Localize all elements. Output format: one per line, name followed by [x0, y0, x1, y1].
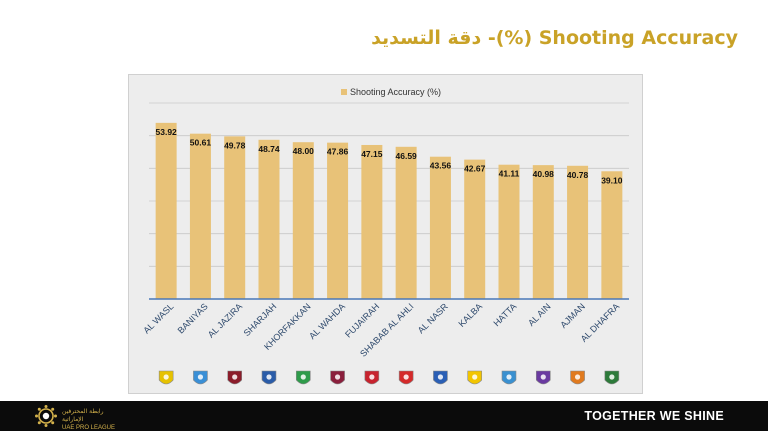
- data-label: 49.78: [224, 140, 246, 150]
- data-label: 40.78: [567, 170, 589, 180]
- x-tick-label: BANIYAS: [176, 301, 210, 335]
- x-tick-label: AL NASR: [416, 301, 450, 335]
- team-badge-emblem-icon: [540, 374, 546, 380]
- bar: [361, 144, 383, 299]
- bar: [395, 146, 417, 299]
- team-badge-emblem-icon: [609, 374, 615, 380]
- bar: [601, 171, 623, 299]
- x-tick-label: HATTA: [491, 301, 518, 328]
- bar: [292, 142, 314, 299]
- footer-slogan: TOGETHER WE SHINE: [584, 409, 724, 423]
- data-label: 41.11: [499, 169, 520, 179]
- x-tick-label: SHARJAH: [242, 301, 279, 338]
- data-label: 50.61: [190, 138, 212, 148]
- team-badge-emblem-icon: [300, 374, 306, 380]
- bar-chart: Shooting Accuracy (%) 53.92 AL WASL 50.61 BA…: [141, 87, 629, 385]
- team-badge-emblem-icon: [197, 374, 204, 380]
- bar: [429, 156, 451, 299]
- data-label: 47.86: [327, 147, 349, 157]
- bar: [567, 165, 589, 299]
- footer-bar: رابطة المحترفين الإماراتية UAE PRO LEAGU…: [0, 401, 768, 431]
- x-tick-label: AL WAHDA: [307, 301, 347, 341]
- legend-swatch: [341, 89, 347, 95]
- team-badge-emblem-icon: [403, 374, 409, 380]
- league-name-en: UAE PRO LEAGUE: [62, 425, 116, 431]
- x-tick-label: AL JAZIRA: [206, 301, 244, 339]
- data-label: 40.98: [533, 169, 555, 179]
- x-tick-label: AL WASL: [141, 301, 175, 335]
- bar: [498, 164, 520, 299]
- data-label: 43.56: [430, 161, 452, 171]
- x-tick-label: KALBA: [457, 301, 485, 329]
- data-label: 42.67: [464, 164, 486, 174]
- bar: [532, 165, 554, 299]
- data-label: 48.00: [293, 146, 315, 156]
- chart-area: Shooting Accuracy (%) 53.92 AL WASL 50.61 BA…: [128, 74, 643, 394]
- bar: [327, 142, 349, 299]
- data-label: 48.74: [258, 144, 280, 154]
- bar: [464, 159, 486, 299]
- legend-label: Shooting Accuracy (%): [350, 87, 441, 97]
- data-label: 39.10: [601, 175, 623, 185]
- team-badge-emblem-icon: [574, 374, 581, 380]
- team-badge-emblem-icon: [506, 374, 512, 380]
- team-badge-emblem-icon: [163, 374, 169, 380]
- bar: [258, 139, 280, 299]
- bar: [155, 122, 177, 299]
- league-name-ar: رابطة المحترفين الإماراتية: [62, 408, 104, 423]
- data-label: 46.59: [396, 151, 418, 161]
- team-badge-emblem-icon: [472, 374, 478, 380]
- league-logo-icon: [35, 405, 57, 427]
- slide-title: دقة التسديد -(%) Shooting Accuracy: [371, 27, 738, 49]
- league-logo-text: رابطة المحترفين الإماراتية UAE PRO LEAGU…: [62, 408, 122, 432]
- data-label: 53.92: [156, 127, 178, 137]
- data-label: 47.15: [361, 149, 383, 159]
- bar: [189, 133, 211, 299]
- team-badge-emblem-icon: [437, 374, 444, 380]
- team-badge-emblem-icon: [266, 374, 272, 380]
- x-tick-label: AL AIN: [526, 301, 553, 328]
- x-tick-label: AJMAN: [558, 301, 587, 330]
- bar: [224, 136, 246, 299]
- team-badge-emblem-icon: [334, 374, 341, 380]
- team-badge-emblem-icon: [369, 374, 375, 380]
- team-badge-emblem-icon: [232, 374, 238, 380]
